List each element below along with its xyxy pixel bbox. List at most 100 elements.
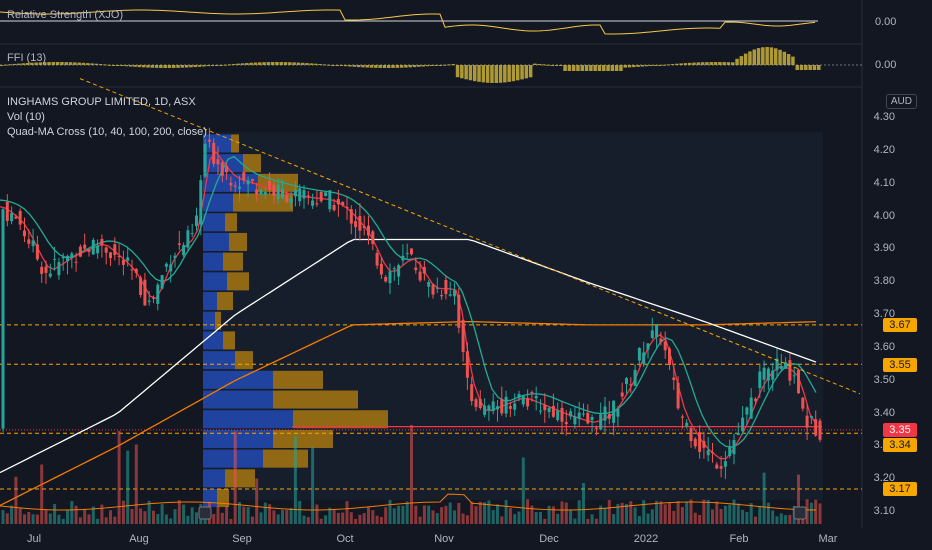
price-tick: 3.20 [873,472,895,485]
ffi-bar [202,65,206,67]
ffi-bar [718,62,722,65]
candle-body [564,422,568,425]
horizontal-levels [0,324,862,490]
volume-indicator-label[interactable]: Vol (10) [7,111,45,123]
price-tick: 4.30 [873,111,895,123]
volume-bar [362,513,366,524]
symbol-title[interactable]: INGHAMS GROUP LIMITED, 1D, ASX [7,96,196,108]
candle-body [680,416,684,418]
ffi-bar [511,65,516,82]
volume-bar [233,431,237,524]
candle-body [547,407,551,412]
volume-bar [736,503,740,524]
candle-body [57,262,61,276]
volume-bar [732,499,736,524]
candle-body [586,412,590,424]
ffi-bar [111,65,116,66]
volume-bar [349,512,353,524]
ffi-bar [339,65,344,66]
volume-bar [564,502,568,524]
ffi-bar [421,65,425,67]
candle-body [646,343,650,350]
ffi-bar [378,65,382,68]
ffi-bar [34,62,38,65]
volume-bar [220,512,224,524]
volume-bar [169,518,173,524]
candle-body [341,201,345,206]
volume-profile-sell-bar [231,134,239,153]
ma-indicator-label[interactable]: Quad-MA Cross (10, 40, 100, 200, close) [7,126,207,138]
candle-body [607,413,611,419]
ffi-value: 0.00 [875,59,897,71]
candle-body [345,206,349,208]
volume-bar [83,509,87,524]
candle-body [422,267,426,274]
ffi-bar [679,63,683,65]
earnings-marker [793,506,807,520]
volume-bar [496,504,499,524]
ffi-bar [163,65,167,68]
volume-bar [14,476,18,524]
ffi-bar [404,65,408,68]
ffi-bar [670,64,675,66]
candle-body [113,244,117,255]
volume-bar [521,457,525,524]
candle-body [465,351,469,378]
volume-bar [375,515,379,524]
candle-body [285,195,289,203]
volume-bar [371,510,375,524]
candle-body [427,282,431,287]
volume-bar [410,424,413,524]
candle-body [388,271,392,284]
ffi-bar [537,63,541,65]
volume-bar [130,508,134,524]
candle-body [276,184,280,199]
volume-bar [487,500,491,524]
candle-body [405,253,409,255]
candle-body [319,191,323,202]
ffi-bar [666,64,670,66]
ffi-bar [485,65,490,83]
candle-body [676,382,680,409]
ffi-bar [739,56,744,65]
volume-bar [547,505,551,524]
volume-bar [534,512,538,524]
currency-badge[interactable]: AUD [885,94,917,109]
ffi-bar [490,65,494,83]
volume-profile-buy-bar [203,351,235,370]
ffi-bar [81,62,86,65]
volume-bar [139,508,143,524]
volume-profile-buy-bar [203,232,229,251]
candle-body [268,181,272,190]
volume-bar [418,516,422,524]
volume-profile-buy-bar [203,469,225,488]
candle-body [491,401,495,412]
volume-bar [530,505,534,524]
volume-bar [40,464,44,524]
volume-bar [87,514,91,524]
volume-bar [577,500,581,524]
candle-body [78,246,82,257]
candle-body [818,420,822,440]
volume-bar [607,499,611,524]
volume-profile-buy-bar [203,429,273,448]
candle-body [212,142,216,164]
ffi-bar [189,65,193,68]
volume-bar [818,503,822,524]
candle-body [315,203,319,205]
volume-bar [31,514,35,524]
candle-body [371,231,375,244]
candle-body [48,273,52,277]
ffi-bar [799,65,804,70]
volume-bar [741,509,745,524]
ffi-bar [709,62,713,65]
candle-body [784,362,788,369]
ffi-bar [395,65,400,68]
volume-bar [440,507,444,524]
time-tick: Dec [539,533,559,545]
volume-bar [504,499,508,524]
ffi-bar [700,62,705,65]
candle-body [87,249,91,252]
volume-profile-buy-bar [203,449,263,468]
